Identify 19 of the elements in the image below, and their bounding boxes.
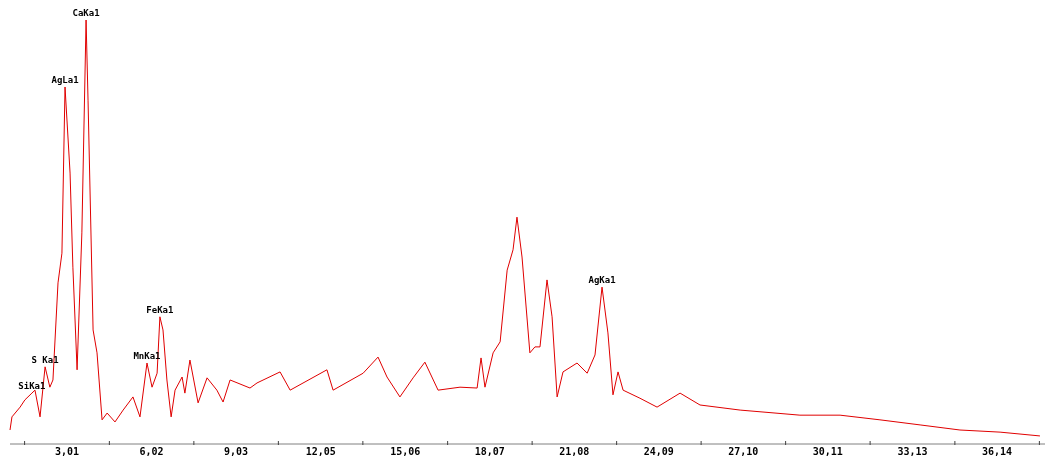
x-tick-label: 21,08 bbox=[559, 446, 590, 457]
x-tick-label: 18,07 bbox=[474, 446, 505, 457]
x-tick-label: 12,05 bbox=[305, 446, 336, 457]
x-tick-label: 24,09 bbox=[643, 446, 674, 457]
x-tick-label: 6,02 bbox=[139, 446, 164, 457]
annotation: SiKa1 bbox=[18, 381, 46, 392]
x-tick-label: 9,03 bbox=[223, 446, 249, 457]
x-tick-label: 3,01 bbox=[54, 446, 80, 457]
x-tick-label: 36,14 bbox=[981, 446, 1013, 457]
x-tick-label: 33,13 bbox=[897, 446, 928, 457]
annotation: AgLa1 bbox=[51, 74, 79, 85]
x-tick-label: 27,10 bbox=[728, 446, 759, 457]
x-tick-label: 30,11 bbox=[812, 446, 843, 457]
annotation: CaKa1 bbox=[72, 8, 100, 18]
annotation: S Ka1 bbox=[31, 354, 59, 365]
annotation: MnKa1 bbox=[133, 351, 161, 362]
annotation: FeKa1 bbox=[146, 304, 174, 315]
annotation: AgKa1 bbox=[588, 275, 616, 286]
x-tick-label: 15,06 bbox=[390, 446, 421, 457]
